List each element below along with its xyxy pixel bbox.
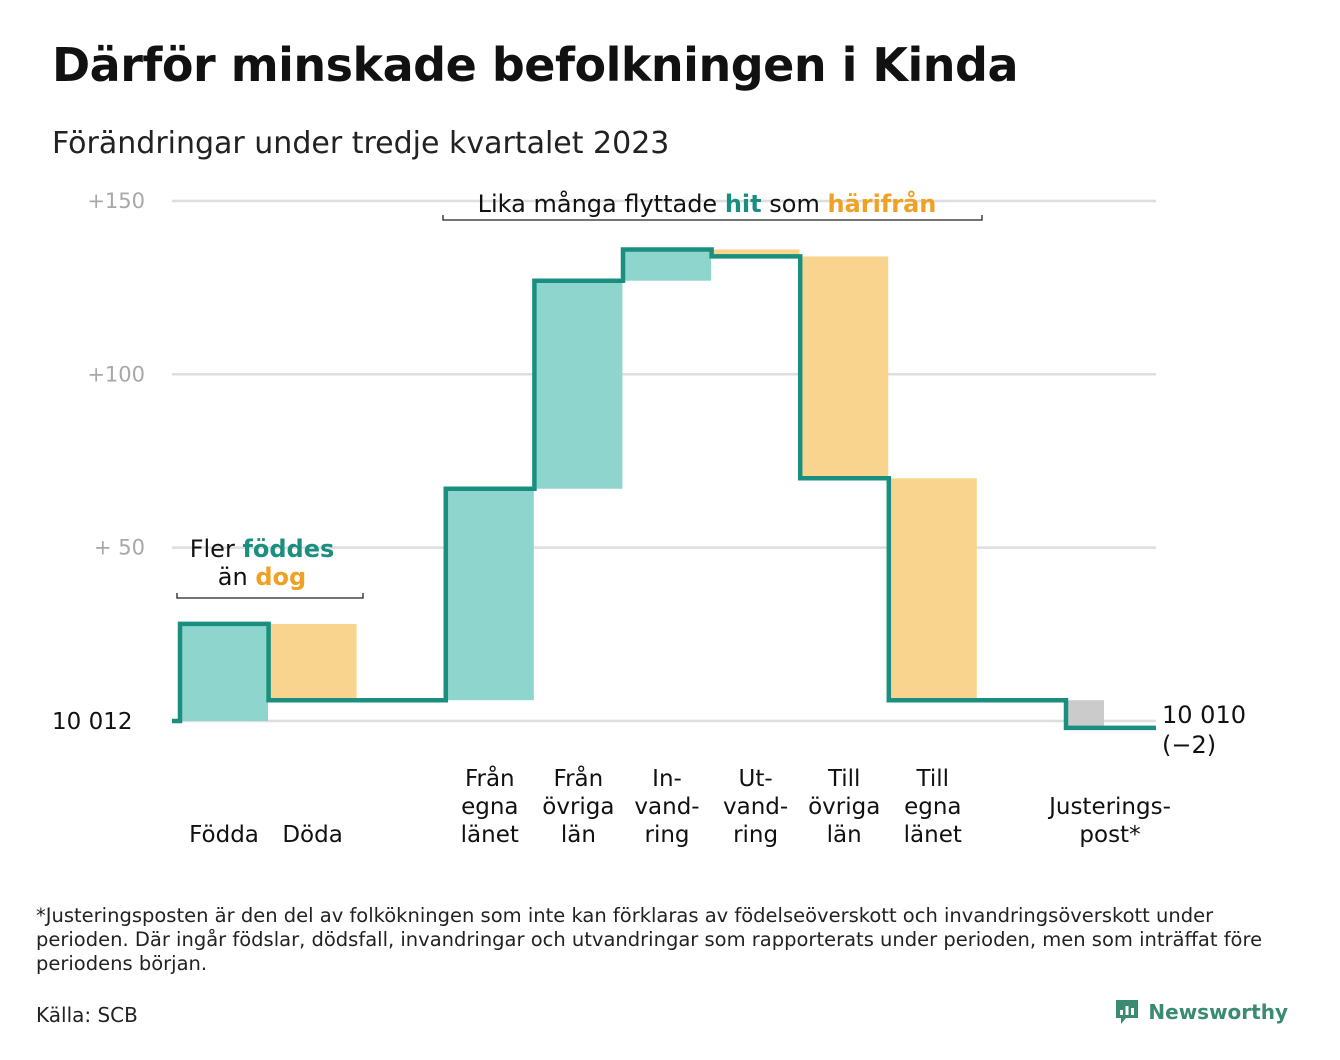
bar-increase [445,488,534,701]
migration-annotation-text: som [762,190,828,218]
category-label: län [561,822,596,848]
category-label: Till [827,766,861,792]
bars [180,249,1104,728]
category-label: Från [465,764,515,792]
start-value-label: 10 012 [52,709,132,735]
category-label: övriga [542,794,614,820]
births-annotation-text: föddes [242,535,334,563]
category-label: ring [644,822,689,848]
category-label: vand- [723,794,788,820]
births-bracket [176,593,364,599]
category-label: länet [461,822,519,848]
category-labels: Födda DödaFrånegnalänetFrånövrigalänIn-va… [189,701,1246,848]
y-tick-label: + 50 [94,536,145,560]
bar-increase [180,623,268,721]
grid-lines: +150 +100 + 50 10 012 [52,189,1156,735]
category-label: länet [904,822,962,848]
category-label: vand- [634,794,699,820]
migration-annotation-text: Lika många flyttade [478,189,725,218]
category-label: Justerings- [1047,794,1171,820]
category-label: In- [652,766,682,792]
bar-decrease [888,478,977,701]
births-annotation-text: än [218,563,256,591]
migration-annotation-text: härifrån [827,189,936,218]
births-annotation-text: dog [255,563,306,591]
category-label: Till [916,766,950,792]
chart-subtitle: Förändringar under tredje kvartalet 2023 [52,126,670,161]
bar-increase [623,249,711,281]
bar-adjustment [1066,700,1104,728]
births-annotation-text: Fler [190,535,243,563]
category-label: Döda [282,822,342,848]
end-change-label: (−2) [1162,731,1216,759]
running-total-line [172,247,1156,731]
category-label: egna [461,794,518,820]
bar-decrease [711,249,800,257]
category-label: egna [904,794,961,820]
source-label: Källa: SCB [36,1003,138,1027]
category-label: post* [1079,822,1140,848]
migration-annotation-line: Lika många flyttade hit som härifrån [478,189,937,218]
births-annotation-line: än dog [218,563,306,591]
category-label: Ut- [739,766,773,792]
births-annotation-line: Fler föddes [190,535,335,563]
footnote: *Justeringsposten är den del av folkökni… [36,904,1263,975]
newsworthy-logo-icon [1116,1000,1139,1024]
bar-increase [534,280,623,489]
y-tick-label: +100 [87,362,145,386]
category-label: län [827,822,862,848]
category-label: Från [554,764,604,792]
migration-bracket [442,215,983,221]
category-label: övriga [808,794,880,820]
running-total-path [172,247,1156,731]
y-tick-label: +150 [87,189,145,213]
bar-decrease [268,623,357,701]
end-value-label: 10 010 [1162,701,1246,729]
category-label: Födda [189,822,259,848]
category-label: ring [733,822,778,848]
migration-annotation-text: hit [725,190,762,218]
bar-decrease [800,256,889,479]
brand-name: Newsworthy [1148,1000,1288,1024]
chart-title: Därför minskade befolkningen i Kinda [52,38,1019,92]
brand: Newsworthy [1114,998,1288,1026]
